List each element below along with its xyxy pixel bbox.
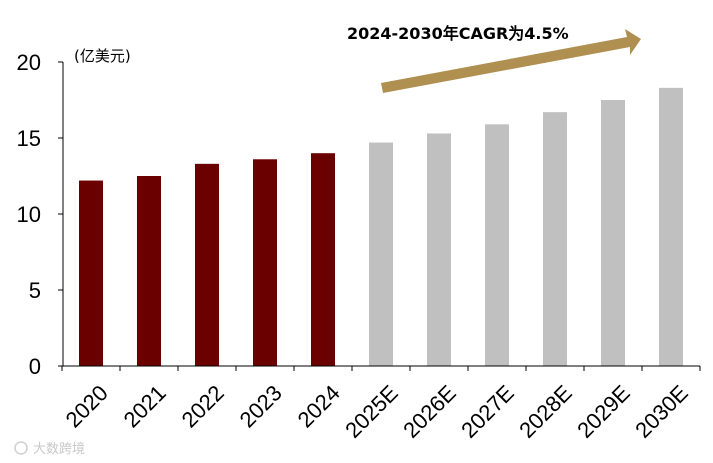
x-tick-label: 2025E — [340, 380, 403, 443]
bar-2021 — [137, 176, 161, 366]
x-tick-label: 2024 — [293, 380, 345, 432]
x-tick-label: 2022 — [177, 380, 229, 432]
bar-2024 — [311, 153, 335, 366]
bar-2020 — [79, 180, 103, 366]
bars-layer — [79, 87, 683, 366]
x-axis-ticks: 2020 2021 2022 2023 20242025E2026E2027E2028E… — [61, 366, 701, 443]
bar-2022 — [195, 163, 219, 366]
cagr-trend-arrow — [381, 29, 641, 93]
x-tick-label: 2023 — [235, 380, 287, 432]
y-tick-label: 20 — [17, 50, 41, 75]
bar-2023 — [253, 159, 277, 366]
bar-2025E — [369, 142, 393, 366]
y-tick-label: 10 — [17, 202, 41, 227]
bar-2026E — [427, 133, 451, 366]
bar-2027E — [485, 124, 509, 366]
y-axis-ticks: 0 5 10 15 20 — [17, 50, 63, 379]
x-tick-label: 2026E — [398, 380, 461, 443]
bar-2029E — [601, 100, 625, 366]
x-tick-label: 2021 — [119, 380, 171, 432]
x-tick-label: 2027E — [456, 380, 519, 443]
x-tick-label: 2029E — [572, 380, 635, 443]
y-axis-unit-label: (亿美元) — [74, 47, 131, 65]
bar-2028E — [543, 112, 567, 366]
y-tick-label: 15 — [17, 126, 41, 151]
watermark-text: 大数跨境 — [33, 442, 85, 457]
x-tick-label: 2028E — [514, 380, 577, 443]
x-tick-label: 2020 — [61, 380, 113, 432]
watermark-logo-icon — [14, 441, 28, 455]
y-tick-label: 5 — [29, 278, 41, 303]
watermark: 大数跨境 — [14, 441, 85, 457]
y-tick-label: 0 — [29, 354, 41, 379]
bar-2030E — [659, 87, 683, 366]
cagr-annotation: 2024-2030年CAGR为4.5% — [347, 24, 569, 43]
x-tick-label: 2030E — [630, 380, 693, 443]
